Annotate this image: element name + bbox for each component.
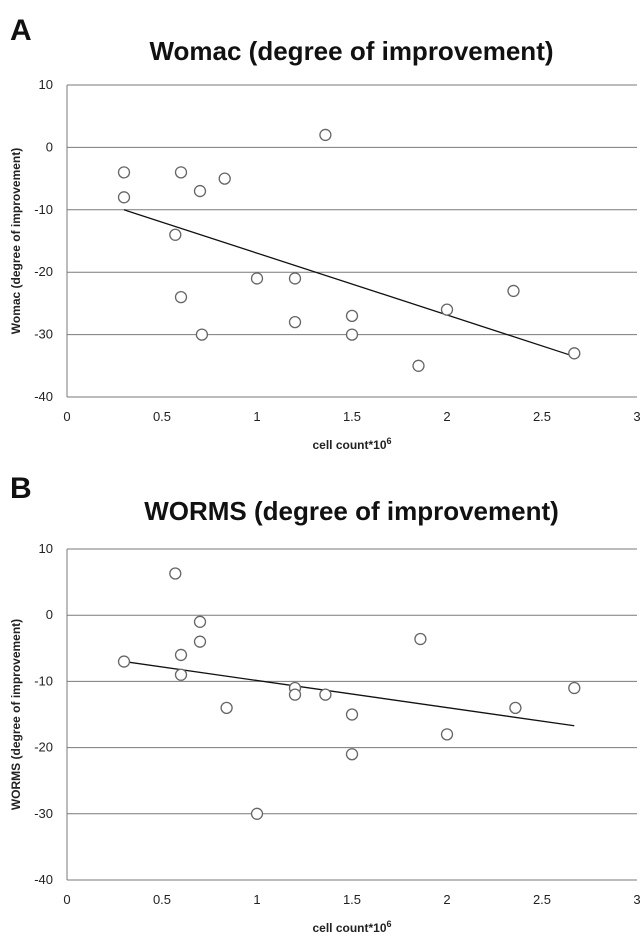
- data-point: [345, 309, 359, 323]
- data-point: [288, 688, 302, 701]
- data-point: [174, 648, 188, 662]
- x-tick-label: 0: [63, 409, 70, 424]
- data-point: [440, 728, 454, 741]
- y-tick-label: -30: [34, 327, 53, 342]
- y-axis-title: WORMS (degree of improvement): [9, 619, 23, 810]
- data-point: [440, 303, 454, 316]
- x-tick-label: 0.5: [153, 892, 171, 907]
- data-point: [509, 701, 522, 715]
- data-point: [288, 272, 302, 285]
- data-point: [319, 688, 332, 701]
- y-tick-label: -20: [34, 264, 53, 279]
- x-tick-label: 3: [633, 892, 640, 907]
- x-tick-label: 1.5: [343, 892, 361, 907]
- data-point: [193, 184, 207, 198]
- panel-letter-b: B: [10, 472, 32, 505]
- data-point: [169, 228, 182, 241]
- x-tick-label: 0.5: [153, 409, 171, 424]
- x-tick-label: 1: [253, 409, 260, 424]
- data-point: [507, 284, 520, 298]
- x-tick-label: 2: [443, 409, 450, 424]
- scatter-chart-a: 10 0 -10 -20 -30 -40 0 0.5 1 1.5 2 2.5 3 cell count*1…: [9, 77, 641, 452]
- x-tick-label: 1.5: [343, 409, 361, 424]
- x-tick-label: 2.5: [533, 409, 551, 424]
- data-point: [218, 172, 231, 185]
- data-point: [288, 315, 302, 329]
- y-tick-label: -10: [34, 673, 53, 688]
- data-point: [412, 359, 425, 372]
- data-point: [193, 615, 207, 628]
- x-tick-label: 3: [633, 409, 640, 424]
- y-tick-label: -40: [34, 389, 53, 404]
- trend-line: [123, 660, 575, 727]
- y-tick-label: -40: [34, 872, 53, 887]
- x-axis-title-superscript: 6: [387, 919, 392, 929]
- data-point: [174, 166, 188, 179]
- data-point: [414, 632, 427, 646]
- chart-title-a: Womac (degree of improvement): [149, 36, 554, 66]
- x-axis-title-text: cell count*10: [312, 438, 386, 452]
- y-tick-label: -10: [34, 202, 53, 217]
- data-point: [174, 668, 188, 681]
- data-point: [319, 128, 332, 142]
- data-point: [250, 807, 264, 820]
- chart-title-b: WORMS (degree of improvement): [144, 496, 559, 526]
- x-tick-label: 0: [63, 892, 70, 907]
- panel-letter-a: A: [10, 14, 32, 47]
- data-point: [568, 347, 581, 360]
- data-point: [193, 635, 207, 648]
- x-tick-label: 1: [253, 892, 260, 907]
- data-point: [174, 291, 188, 304]
- y-axis-title: Womac (degree of improvement): [9, 148, 23, 334]
- data-point: [345, 748, 359, 761]
- y-tick-label: -30: [34, 806, 53, 821]
- data-point: [345, 328, 359, 341]
- data-point: [117, 166, 131, 179]
- data-point: [568, 681, 581, 695]
- y-tick-label: -20: [34, 740, 53, 755]
- x-axis-title-text: cell count*10: [312, 921, 386, 935]
- data-point: [220, 701, 233, 715]
- data-point: [117, 655, 131, 668]
- trend-line: [123, 209, 575, 358]
- x-axis-title-superscript: 6: [387, 436, 392, 446]
- x-tick-label: 2.5: [533, 892, 551, 907]
- x-tick-label: 2: [443, 892, 450, 907]
- data-point: [169, 567, 182, 580]
- y-tick-label: 0: [46, 607, 53, 622]
- data-point: [195, 328, 209, 341]
- x-axis-title: cell count*106: [312, 919, 391, 935]
- panel-b: B WORMS (degree of improvement) 10 0 -10 -2…: [0, 470, 643, 949]
- data-point: [345, 708, 359, 721]
- data-point: [117, 191, 131, 204]
- y-tick-label: 10: [39, 541, 53, 556]
- y-tick-label: 0: [46, 139, 53, 154]
- data-point: [250, 272, 264, 285]
- y-tick-label: 10: [39, 77, 53, 92]
- x-axis-title: cell count*106: [312, 436, 391, 452]
- scatter-chart-b: 10 0 -10 -20 -30 -40 0 0.5 1 1.5 2 2.5 3 cell count*1…: [9, 541, 641, 935]
- panel-a: A Womac (degree of improvement) 10 0 -10 -2…: [0, 0, 643, 470]
